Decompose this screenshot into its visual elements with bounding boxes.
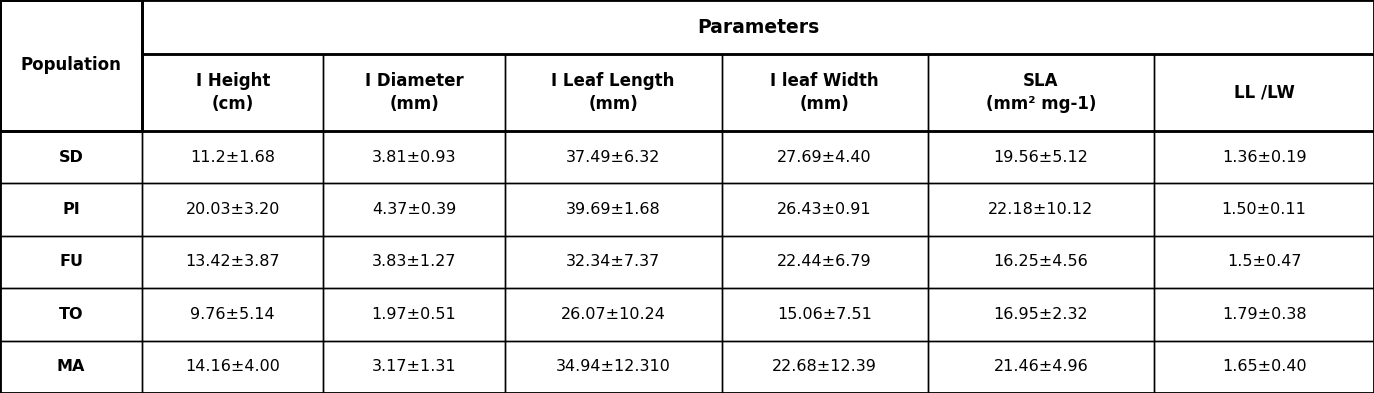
Text: 15.06±7.51: 15.06±7.51 [778,307,872,322]
Bar [142,131,323,183]
Bar [721,288,927,341]
Bar [323,131,504,183]
Bar [721,54,927,131]
Text: I leaf Width
(mm): I leaf Width (mm) [771,72,879,113]
Text: 14.16±4.00: 14.16±4.00 [185,359,280,374]
Bar [721,131,927,183]
Text: I Leaf Length
(mm): I Leaf Length (mm) [551,72,675,113]
Bar [142,341,323,393]
Bar [1154,131,1374,183]
Text: I Height
(cm): I Height (cm) [195,72,269,113]
Text: 1.97±0.51: 1.97±0.51 [372,307,456,322]
Text: 19.56±5.12: 19.56±5.12 [993,149,1088,165]
Bar [504,54,721,131]
Bar [0,288,142,341]
Text: 22.18±10.12: 22.18±10.12 [988,202,1094,217]
Bar [927,341,1154,393]
Bar [323,183,504,236]
Text: 22.68±12.39: 22.68±12.39 [772,359,877,374]
Text: 16.95±2.32: 16.95±2.32 [993,307,1088,322]
Bar [504,236,721,288]
Text: 1.5±0.47: 1.5±0.47 [1227,254,1301,270]
Text: 21.46±4.96: 21.46±4.96 [993,359,1088,374]
Text: TO: TO [59,307,84,322]
Bar [504,131,721,183]
Bar [927,183,1154,236]
Bar [927,288,1154,341]
Text: 27.69±4.40: 27.69±4.40 [778,149,872,165]
Text: 1.36±0.19: 1.36±0.19 [1221,149,1307,165]
Text: LL /LW: LL /LW [1234,83,1294,101]
Text: 32.34±7.37: 32.34±7.37 [566,254,661,270]
Bar [1154,183,1374,236]
Bar [0,0,142,131]
Text: 37.49±6.32: 37.49±6.32 [566,149,661,165]
Bar [721,183,927,236]
Text: 34.94±12.310: 34.94±12.310 [555,359,671,374]
Bar [1154,236,1374,288]
Text: 26.43±0.91: 26.43±0.91 [778,202,872,217]
Text: SD: SD [59,149,84,165]
Bar [0,131,142,183]
Bar [323,288,504,341]
Bar [504,288,721,341]
Bar [323,54,504,131]
Text: FU: FU [59,254,82,270]
Bar [927,54,1154,131]
Bar [0,183,142,236]
Bar [142,236,323,288]
Bar [721,341,927,393]
Bar [142,0,1374,54]
Text: 26.07±10.24: 26.07±10.24 [561,307,665,322]
Bar [1154,288,1374,341]
Text: Parameters: Parameters [697,18,819,37]
Text: 16.25±4.56: 16.25±4.56 [993,254,1088,270]
Text: 22.44±6.79: 22.44±6.79 [778,254,872,270]
Text: 3.83±1.27: 3.83±1.27 [372,254,456,270]
Text: 3.17±1.31: 3.17±1.31 [372,359,456,374]
Text: I Diameter
(mm): I Diameter (mm) [364,72,463,113]
Bar [0,236,142,288]
Text: 4.37±0.39: 4.37±0.39 [372,202,456,217]
Bar [504,341,721,393]
Text: 1.79±0.38: 1.79±0.38 [1221,307,1307,322]
Text: SLA
(mm² mg-1): SLA (mm² mg-1) [985,72,1096,113]
Bar [721,236,927,288]
Bar [323,236,504,288]
Text: 13.42±3.87: 13.42±3.87 [185,254,280,270]
Text: 9.76±5.14: 9.76±5.14 [191,307,275,322]
Bar [323,341,504,393]
Bar [1154,54,1374,131]
Bar [927,131,1154,183]
Bar [927,236,1154,288]
Bar [0,341,142,393]
Bar [142,288,323,341]
Text: PI: PI [62,202,80,217]
Text: 1.65±0.40: 1.65±0.40 [1221,359,1307,374]
Text: MA: MA [56,359,85,374]
Text: Population: Population [21,57,121,74]
Bar [142,54,323,131]
Text: 20.03±3.20: 20.03±3.20 [185,202,280,217]
Text: 1.50±0.11: 1.50±0.11 [1221,202,1307,217]
Text: 3.81±0.93: 3.81±0.93 [372,149,456,165]
Bar [1154,341,1374,393]
Text: 11.2±1.68: 11.2±1.68 [190,149,275,165]
Bar [142,183,323,236]
Text: 39.69±1.68: 39.69±1.68 [566,202,661,217]
Bar [504,183,721,236]
